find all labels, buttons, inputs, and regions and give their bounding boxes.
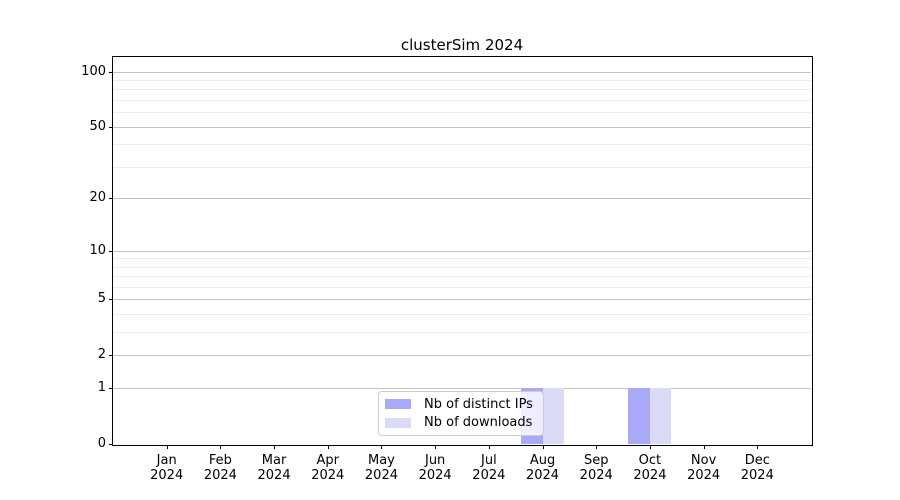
x-axis-label: Jul 2024 xyxy=(461,453,517,483)
y-axis-label: 5 xyxy=(97,291,106,307)
x-axis-month: Jan xyxy=(156,453,177,468)
y-axis-label: 0 xyxy=(97,436,106,451)
legend-swatch xyxy=(385,417,411,428)
legend-item: Nb of downloads xyxy=(385,414,535,433)
gridline-minor xyxy=(113,314,811,316)
y-axis-tick xyxy=(109,388,113,390)
x-axis-month: May xyxy=(368,453,395,468)
x-axis-tick xyxy=(488,445,490,449)
gridline-minor xyxy=(113,276,811,278)
x-axis-year: 2024 xyxy=(579,468,613,483)
x-axis-year: 2024 xyxy=(311,468,345,483)
x-axis-month: Sep xyxy=(583,453,609,468)
x-axis-tick xyxy=(166,445,168,449)
x-axis-tick xyxy=(596,445,598,449)
x-axis-tick xyxy=(381,445,383,449)
y-axis-label: 100 xyxy=(81,63,106,79)
x-axis-month: Oct xyxy=(638,453,662,468)
x-axis-tick xyxy=(435,445,437,449)
x-axis-tick xyxy=(757,445,759,449)
gridline-minor xyxy=(113,166,811,168)
gridline-minor xyxy=(113,258,811,260)
x-axis-month: Aug xyxy=(529,453,556,468)
gridline-major xyxy=(113,355,811,357)
y-axis-label: 20 xyxy=(89,190,106,206)
x-axis-tick xyxy=(220,445,222,449)
y-axis-tick xyxy=(109,355,113,357)
x-axis-month: Mar xyxy=(261,453,287,468)
legend-label: Nb of distinct IPs xyxy=(424,396,533,412)
x-axis-label: Aug 2024 xyxy=(515,453,571,483)
x-axis-label: Dec 2024 xyxy=(729,453,785,483)
x-axis-year: 2024 xyxy=(150,468,184,483)
x-axis-month: Jun xyxy=(424,453,446,468)
y-axis-tick xyxy=(109,126,113,128)
chart-title: clusterSim 2024 xyxy=(400,36,524,54)
x-axis-label: Feb 2024 xyxy=(192,453,248,483)
gridline-minor xyxy=(113,112,811,114)
gridline-minor xyxy=(113,286,811,288)
x-axis-label: Oct 2024 xyxy=(622,453,678,483)
x-axis-label: Nov 2024 xyxy=(676,453,732,483)
x-axis-label: Mar 2024 xyxy=(246,453,302,483)
x-axis-label: Apr 2024 xyxy=(300,453,356,483)
gridline-major xyxy=(113,71,811,73)
x-axis-label: May 2024 xyxy=(353,453,409,483)
gridline-minor xyxy=(113,100,811,102)
bar-oct-distinct-ips xyxy=(628,388,650,444)
y-axis-tick xyxy=(109,250,113,252)
x-axis-month: Apr xyxy=(316,453,340,468)
gridline-major xyxy=(113,388,811,390)
x-axis-month: Feb xyxy=(208,453,232,468)
x-axis-label: Jun 2024 xyxy=(407,453,463,483)
x-axis-month: Nov xyxy=(690,453,717,468)
y-axis-tick xyxy=(109,299,113,301)
x-axis-year: 2024 xyxy=(257,468,291,483)
gridline-minor xyxy=(113,79,811,81)
x-axis-month: Jul xyxy=(481,453,497,468)
gridline-minor xyxy=(113,332,811,334)
legend-swatch xyxy=(385,399,411,410)
x-axis-year: 2024 xyxy=(633,468,667,483)
x-axis-year: 2024 xyxy=(203,468,237,483)
gridline-major xyxy=(113,198,811,200)
bar-oct-downloads xyxy=(649,388,672,444)
bar-aug-downloads xyxy=(542,388,564,444)
x-axis-year: 2024 xyxy=(525,468,560,483)
gridline-major xyxy=(113,299,811,301)
gridline-minor xyxy=(113,266,811,268)
x-axis-label: Sep 2024 xyxy=(568,453,624,483)
x-axis-tick xyxy=(274,445,276,449)
legend-label: Nb of downloads xyxy=(424,415,533,431)
y-axis-label: 2 xyxy=(97,347,106,363)
x-axis-tick xyxy=(542,445,544,449)
x-axis-year: 2024 xyxy=(364,468,398,483)
x-axis-tick xyxy=(703,445,705,449)
x-axis-tick xyxy=(649,445,651,449)
y-axis-tick xyxy=(109,198,113,200)
x-axis-tick xyxy=(327,445,329,449)
y-axis-label: 1 xyxy=(97,380,106,396)
legend-item: Nb of distinct IPs xyxy=(385,395,535,414)
y-axis-tick xyxy=(109,71,113,73)
y-axis-tick xyxy=(109,444,113,445)
gridline-major xyxy=(113,250,811,252)
x-axis-month: Dec xyxy=(744,453,770,468)
gridline-major xyxy=(113,126,811,128)
x-axis-year: 2024 xyxy=(418,468,452,483)
x-axis-year: 2024 xyxy=(687,468,721,483)
gridline-minor xyxy=(113,89,811,91)
y-axis-label: 10 xyxy=(89,242,106,258)
x-axis-year: 2024 xyxy=(472,468,506,483)
gridline-minor xyxy=(113,144,811,146)
x-axis-year: 2024 xyxy=(740,468,774,483)
legend: Nb of distinct IPs Nb of downloads xyxy=(378,391,544,436)
x-axis-label: Jan 2024 xyxy=(139,453,195,483)
y-axis-label: 50 xyxy=(89,118,106,134)
